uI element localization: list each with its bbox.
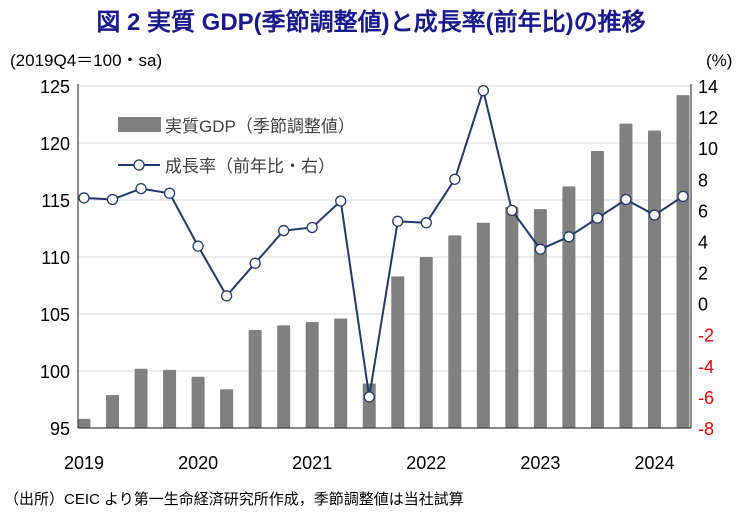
growth-point (449, 173, 461, 185)
growth-point (563, 231, 575, 243)
growth-point (135, 182, 147, 195)
x-tick-label: 2024 (634, 453, 674, 473)
gdp-bar (248, 329, 262, 428)
gdp-bar (305, 321, 319, 428)
left-tick-label: 105 (40, 305, 70, 325)
right-tick-label: 14 (698, 77, 718, 97)
right-tick-label: -4 (698, 357, 714, 377)
growth-point (192, 240, 204, 252)
gdp-bar (533, 209, 547, 428)
left-tick-label: 100 (40, 362, 70, 382)
legend-label-gdp: 実質GDP（季節調整値） (165, 117, 355, 136)
right-axis-label: (%) (706, 51, 732, 70)
growth-line (83, 86, 684, 398)
left-tick-label: 110 (41, 248, 70, 268)
gdp-bar (277, 325, 291, 428)
legend-bar-swatch (118, 117, 161, 132)
right-tick-label: 0 (698, 295, 708, 315)
left-tick-label: 115 (41, 191, 70, 211)
left-tick-label: 125 (40, 77, 70, 97)
gdp-bar (590, 150, 604, 429)
right-tick-label: 6 (698, 201, 708, 221)
growth-point (278, 224, 290, 237)
left-axis-label: (2019Q4＝100・sa) (10, 51, 162, 70)
x-tick-label: 2019 (64, 453, 104, 473)
gdp-bar (191, 376, 205, 428)
gdp-bar (163, 369, 177, 428)
growth-point (506, 204, 518, 217)
left-tick-label: 120 (40, 134, 70, 154)
growth-point (392, 215, 404, 227)
gdp-bar (562, 186, 576, 428)
right-tick-label: 8 (698, 170, 708, 190)
gdp-bar (448, 235, 462, 428)
gdp-bar (476, 222, 490, 428)
growth-point (620, 193, 632, 206)
gdp-bar (647, 130, 661, 428)
legend-label-growth: 成長率（前年比・右） (165, 157, 335, 176)
x-tick-label: 2020 (178, 453, 218, 473)
growth-point (335, 195, 347, 207)
growth-point (306, 221, 318, 234)
gdp-bar (334, 318, 348, 428)
growth-point (648, 209, 661, 221)
gdp-bar (220, 389, 234, 428)
right-tick-label: 2 (698, 264, 708, 284)
growth-point (249, 257, 261, 269)
x-tick-label: 2023 (520, 453, 560, 473)
x-tick-label: 2021 (292, 453, 332, 473)
gdp-bar (419, 257, 433, 428)
growth-point (78, 192, 90, 204)
right-tick-label: -8 (698, 419, 714, 439)
gdp-bar (676, 95, 690, 429)
right-tick-label: -2 (698, 326, 714, 346)
left-tick-label: 95 (50, 419, 70, 439)
growth-point (163, 187, 176, 199)
right-tick-label: -6 (698, 388, 714, 408)
growth-point (220, 290, 233, 302)
source-note: （出所）CEIC より第一生命経済研究所作成，季節調整値は当社試算 (4, 491, 464, 508)
growth-point (106, 193, 119, 206)
growth-point (420, 217, 432, 229)
growth-point (477, 85, 489, 97)
growth-point (591, 212, 604, 224)
right-tick-label: 12 (698, 108, 718, 128)
gdp-bar (391, 276, 405, 428)
legend-marker-icon (133, 159, 145, 171)
x-tick-label: 2022 (406, 453, 446, 473)
gdp-bar (619, 123, 633, 429)
growth-point (677, 190, 689, 203)
right-tick-label: 10 (698, 139, 718, 159)
gdp-bar (77, 418, 91, 428)
gdp-bar (106, 394, 120, 428)
right-tick-label: 4 (698, 232, 708, 252)
growth-point (363, 391, 375, 403)
gdp-bar (505, 206, 519, 428)
chart-title: 図 2 実質 GDP(季節調整値)と成長率(前年比)の推移 (96, 9, 646, 36)
growth-point (534, 243, 547, 255)
gdp-bar (134, 368, 148, 428)
